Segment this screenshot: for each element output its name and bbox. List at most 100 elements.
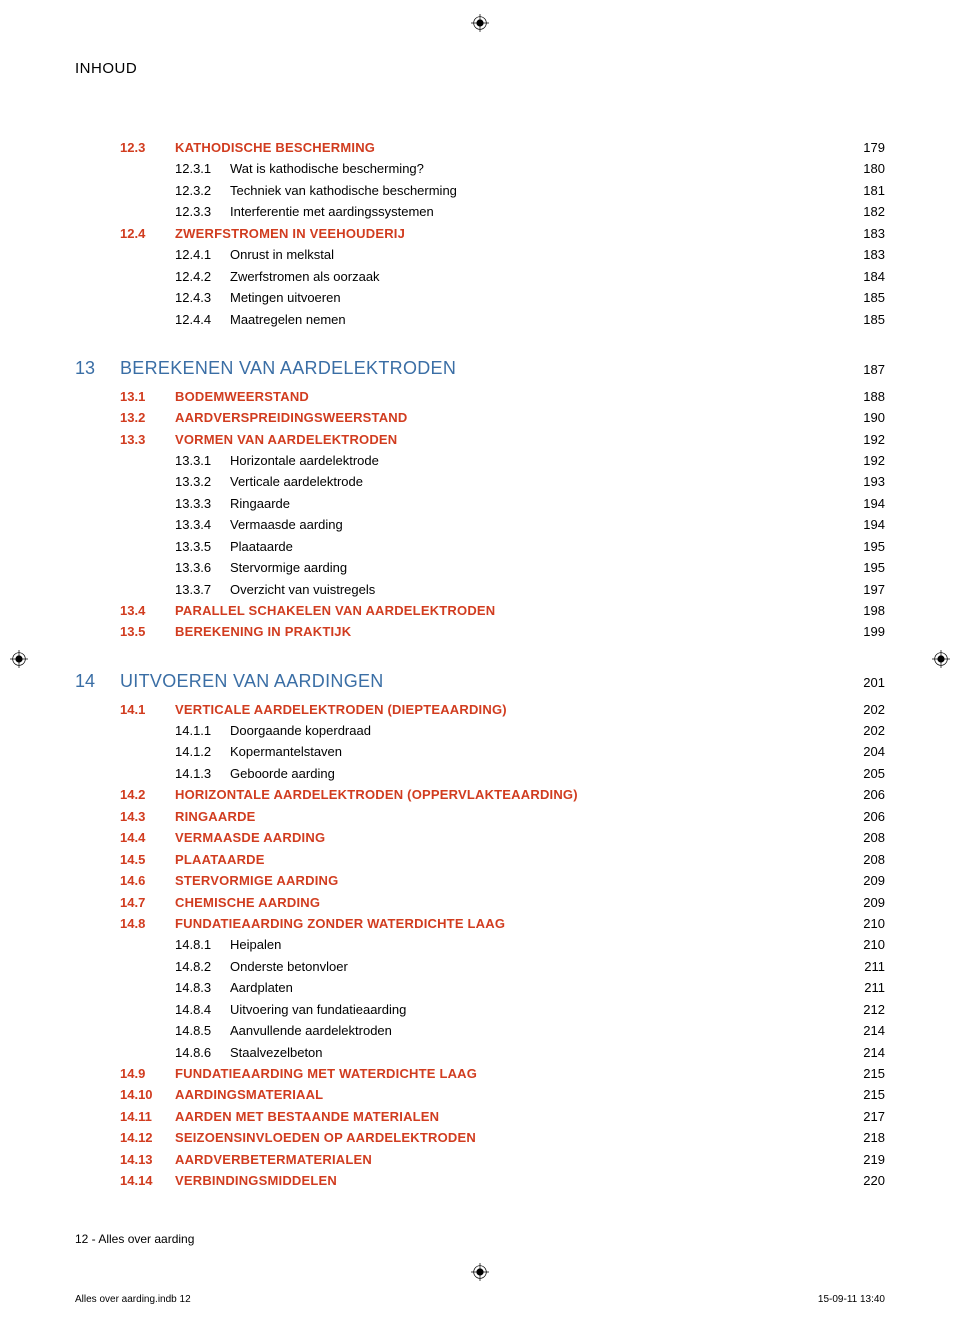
- toc-subsection-title: Onderste betonvloer: [230, 956, 835, 977]
- toc-subsection-row: 12.3.2Techniek van kathodische beschermi…: [75, 180, 885, 201]
- document-page: INHOUD 12.3KATHODISCHE BESCHERMING17912.…: [0, 0, 960, 1321]
- toc-subsection-title: Verticale aardelektrode: [230, 471, 835, 492]
- toc-subsection-row: 12.4.2Zwerfstromen als oorzaak184: [75, 266, 885, 287]
- toc-section-row: 14.3RINGAARDE206: [75, 806, 885, 827]
- toc-subsection-title: Staalvezelbeton: [230, 1042, 835, 1063]
- toc-subsection-number: 12.4.4: [175, 309, 230, 330]
- toc-subsection-number: 13.3.2: [175, 471, 230, 492]
- toc-section-number: 14.6: [120, 870, 175, 891]
- toc-page-number: 206: [835, 784, 885, 805]
- toc-page-number: 209: [835, 892, 885, 913]
- toc-subsection-number: 14.1.1: [175, 720, 230, 741]
- toc-subsection-title: Kopermantelstaven: [230, 741, 835, 762]
- toc-subsection-title: Geboorde aarding: [230, 763, 835, 784]
- page-footer: 12 - Alles over aarding: [75, 1232, 885, 1246]
- toc-page-number: 195: [835, 536, 885, 557]
- toc-section-title: VERBINDINGSMIDDELEN: [175, 1170, 835, 1191]
- toc-section-number: 13.2: [120, 407, 175, 428]
- toc-page-number: 183: [835, 244, 885, 265]
- toc-page-number: 210: [835, 913, 885, 934]
- toc-section-number: 14.10: [120, 1084, 175, 1105]
- toc-section-title: VERTICALE AARDELEKTRODEN (DIEPTEAARDING): [175, 699, 835, 720]
- toc-section-title: BEREKENING IN PRAKTIJK: [175, 621, 835, 642]
- toc-subsection-number: 14.8.6: [175, 1042, 230, 1063]
- toc-page-number: 192: [835, 429, 885, 450]
- toc-subsection-title: Stervormige aarding: [230, 557, 835, 578]
- print-footer: Alles over aarding.indb 12 15-09-11 13:4…: [75, 1294, 885, 1305]
- toc-section-title: PARALLEL SCHAKELEN VAN AARDELEKTRODEN: [175, 600, 835, 621]
- toc-section-row: 14.12SEIZOENSINVLOEDEN OP AARDELEKTRODEN…: [75, 1127, 885, 1148]
- toc-section-title: ZWERFSTROMEN IN VEEHOUDERIJ: [175, 223, 835, 244]
- toc-subsection-title: Uitvoering van fundatieaarding: [230, 999, 835, 1020]
- toc-page-number: 197: [835, 579, 885, 600]
- toc-subsection-number: 13.3.1: [175, 450, 230, 471]
- toc-chapter-row: 13BEREKENEN VAN AARDELEKTRODEN187: [75, 354, 885, 384]
- toc-page-number: 201: [835, 672, 885, 693]
- toc-page-number: 194: [835, 493, 885, 514]
- toc-subsection-title: Maatregelen nemen: [230, 309, 835, 330]
- toc-subsection-row: 13.3.5Plaataarde195: [75, 536, 885, 557]
- toc-subsection-title: Plaataarde: [230, 536, 835, 557]
- toc-subsection-title: Aardplaten: [230, 977, 835, 998]
- toc-subsection-row: 13.3.2Verticale aardelektrode193: [75, 471, 885, 492]
- toc-section-number: 14.4: [120, 827, 175, 848]
- toc-section-row: 14.5PLAATAARDE208: [75, 849, 885, 870]
- toc-page-number: 194: [835, 514, 885, 535]
- toc-subsection-title: Interferentie met aardingssystemen: [230, 201, 835, 222]
- toc-subsection-title: Techniek van kathodische bescherming: [230, 180, 835, 201]
- toc-section-title: AARDEN MET BESTAANDE MATERIALEN: [175, 1106, 835, 1127]
- toc-section-number: 14.14: [120, 1170, 175, 1191]
- toc-page-number: 179: [835, 137, 885, 158]
- toc-section-number: 14.12: [120, 1127, 175, 1148]
- toc-subsection-number: 12.3.1: [175, 158, 230, 179]
- toc-page-number: 204: [835, 741, 885, 762]
- toc-subsection-row: 14.8.2Onderste betonvloer211: [75, 956, 885, 977]
- toc-chapter-row: 14UITVOEREN VAN AARDINGEN201: [75, 667, 885, 697]
- toc-page-number: 185: [835, 287, 885, 308]
- toc-page-number: 219: [835, 1149, 885, 1170]
- toc-subsection-number: 14.1.3: [175, 763, 230, 784]
- toc-section-title: VERMAASDE AARDING: [175, 827, 835, 848]
- toc-subsection-number: 14.8.2: [175, 956, 230, 977]
- toc-subsection-row: 12.4.3Metingen uitvoeren185: [75, 287, 885, 308]
- toc-section-number: 14.8: [120, 913, 175, 934]
- toc-page-number: 214: [835, 1042, 885, 1063]
- toc-section-number: 14.5: [120, 849, 175, 870]
- toc-section-row: 14.1VERTICALE AARDELEKTRODEN (DIEPTEAARD…: [75, 699, 885, 720]
- toc-section-row: 14.8FUNDATIEAARDING ZONDER WATERDICHTE L…: [75, 913, 885, 934]
- toc-page-number: 202: [835, 720, 885, 741]
- toc-page-number: 215: [835, 1084, 885, 1105]
- toc-subsection-row: 12.4.1Onrust in melkstal183: [75, 244, 885, 265]
- toc-section-number: 12.4: [120, 223, 175, 244]
- toc-page-number: 188: [835, 386, 885, 407]
- toc-page-number: 202: [835, 699, 885, 720]
- toc-section-title: BODEMWEERSTAND: [175, 386, 835, 407]
- toc-subsection-number: 12.4.2: [175, 266, 230, 287]
- toc-section-title: STERVORMIGE AARDING: [175, 870, 835, 891]
- toc-section-title: SEIZOENSINVLOEDEN OP AARDELEKTRODEN: [175, 1127, 835, 1148]
- toc-section-row: 14.14VERBINDINGSMIDDELEN220: [75, 1170, 885, 1191]
- toc-subsection-title: Zwerfstromen als oorzaak: [230, 266, 835, 287]
- toc-section-row: 14.6STERVORMIGE AARDING209: [75, 870, 885, 891]
- toc-page-number: 180: [835, 158, 885, 179]
- toc-subsection-row: 14.8.5Aanvullende aardelektroden214: [75, 1020, 885, 1041]
- toc-section-number: 13.4: [120, 600, 175, 621]
- registration-mark-icon: [471, 1263, 489, 1281]
- toc-chapter-number: 13: [75, 354, 120, 384]
- toc-page-number: 215: [835, 1063, 885, 1084]
- toc-subsection-number: 12.4.1: [175, 244, 230, 265]
- toc-section-number: 14.13: [120, 1149, 175, 1170]
- toc-section-title: PLAATAARDE: [175, 849, 835, 870]
- toc-subsection-number: 13.3.7: [175, 579, 230, 600]
- toc-subsection-row: 14.8.4Uitvoering van fundatieaarding212: [75, 999, 885, 1020]
- toc-section-row: 13.2AARDVERSPREIDINGSWEERSTAND190: [75, 407, 885, 428]
- toc-subsection-row: 14.1.2Kopermantelstaven204: [75, 741, 885, 762]
- toc-section-number: 13.1: [120, 386, 175, 407]
- toc-section-title: RINGAARDE: [175, 806, 835, 827]
- toc-subsection-row: 14.8.1Heipalen210: [75, 934, 885, 955]
- toc-section-title: CHEMISCHE AARDING: [175, 892, 835, 913]
- toc-section-row: 13.5BEREKENING IN PRAKTIJK199: [75, 621, 885, 642]
- registration-mark-icon: [10, 650, 28, 668]
- toc-page-number: 195: [835, 557, 885, 578]
- registration-mark-icon: [932, 650, 950, 668]
